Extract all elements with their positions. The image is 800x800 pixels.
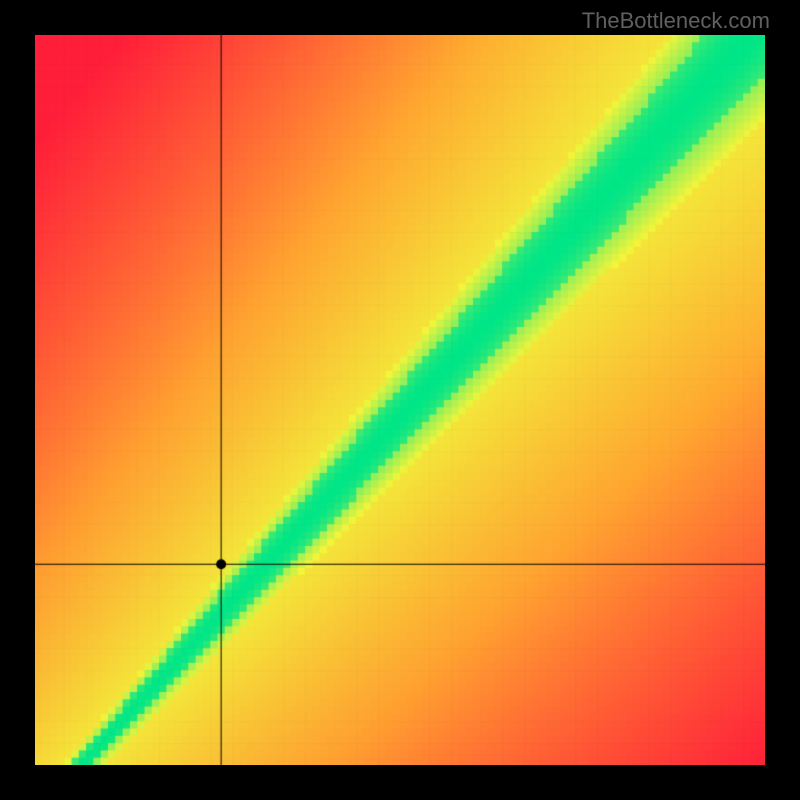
bottleneck-heatmap xyxy=(35,35,765,765)
watermark-text: TheBottleneck.com xyxy=(582,8,770,34)
